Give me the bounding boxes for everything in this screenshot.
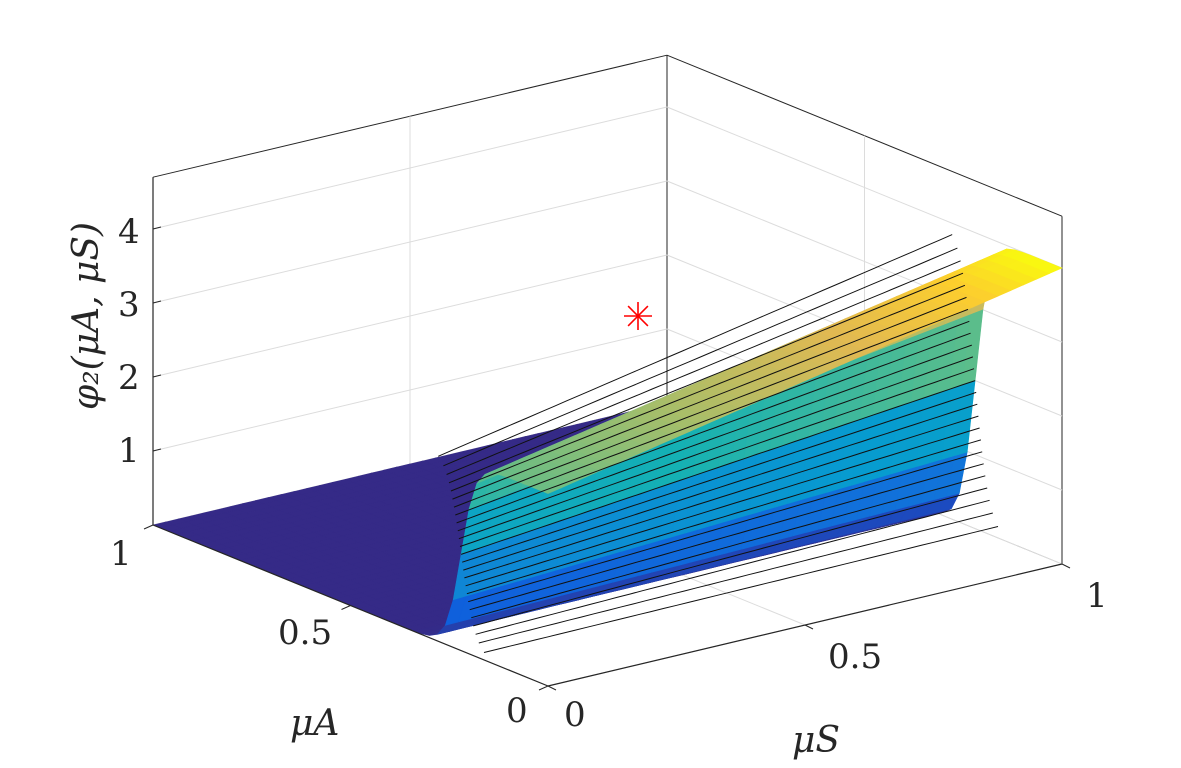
y-tick-mark <box>538 685 549 691</box>
z-tick-3: 3 <box>118 285 140 325</box>
surface-mesh-line <box>463 403 978 571</box>
z-tick-1: 1 <box>118 431 140 471</box>
y-tick-1: 1 <box>110 534 132 574</box>
x-tick-mark <box>547 685 557 691</box>
x-tick-0.5: 0.5 <box>828 637 882 677</box>
z-tick-mark <box>152 300 162 304</box>
x-axis-label: μS <box>792 720 840 761</box>
surface-mesh-line <box>468 451 983 603</box>
y-tick-mark <box>341 605 351 610</box>
surface-mesh-line <box>446 260 961 475</box>
surface-mesh-line <box>453 308 969 508</box>
z-tick-mark <box>152 374 162 378</box>
z-tick-2: 2 <box>118 358 140 398</box>
x-tick-mark <box>804 624 814 630</box>
surface-mesh-line <box>458 356 974 540</box>
surface-mesh-line <box>450 284 966 492</box>
y-axis-label: μA <box>290 703 339 744</box>
x-tick-mark <box>1061 563 1071 569</box>
surface-patch <box>539 484 562 494</box>
surface-mesh-line <box>452 296 967 500</box>
z-tick-mark <box>152 226 162 230</box>
x-tick-1: 1 <box>1086 576 1108 616</box>
y-tick-0.5: 0.5 <box>278 613 332 653</box>
surface-mesh-line <box>455 320 970 516</box>
marker-stroke <box>627 305 649 327</box>
z-tick-mark <box>152 448 162 452</box>
surface-mesh-line <box>448 272 964 484</box>
surface-mesh-line <box>460 380 976 555</box>
surface-mesh-line <box>469 463 984 611</box>
y-tick-mark <box>143 524 154 530</box>
surface-mesh-line <box>464 415 979 579</box>
surface-mesh-line <box>462 391 977 563</box>
surface-mesh-line <box>483 526 999 653</box>
surface-mesh <box>152 234 1063 653</box>
y-tick-0: 0 <box>506 691 528 731</box>
surface-mesh-line <box>478 512 993 644</box>
surface-mesh-line <box>471 475 986 619</box>
z-tick-4: 4 <box>118 212 140 252</box>
surface-mesh-line <box>443 247 958 467</box>
peak-marker <box>624 302 652 330</box>
surface-mesh-line <box>459 368 975 547</box>
surface-mesh-line <box>465 427 980 587</box>
z-axis-label: φ₂(μA, μS) <box>66 222 107 410</box>
surface-mesh-line <box>466 439 982 595</box>
surface-mesh-line <box>475 499 990 635</box>
tick-labels <box>143 226 1071 691</box>
surface-mesh-line <box>457 344 972 532</box>
surface-mesh-line <box>473 487 988 627</box>
surface-mesh-line <box>438 234 953 457</box>
x-tick-0: 0 <box>564 695 586 735</box>
surface-mesh-line <box>456 332 971 524</box>
